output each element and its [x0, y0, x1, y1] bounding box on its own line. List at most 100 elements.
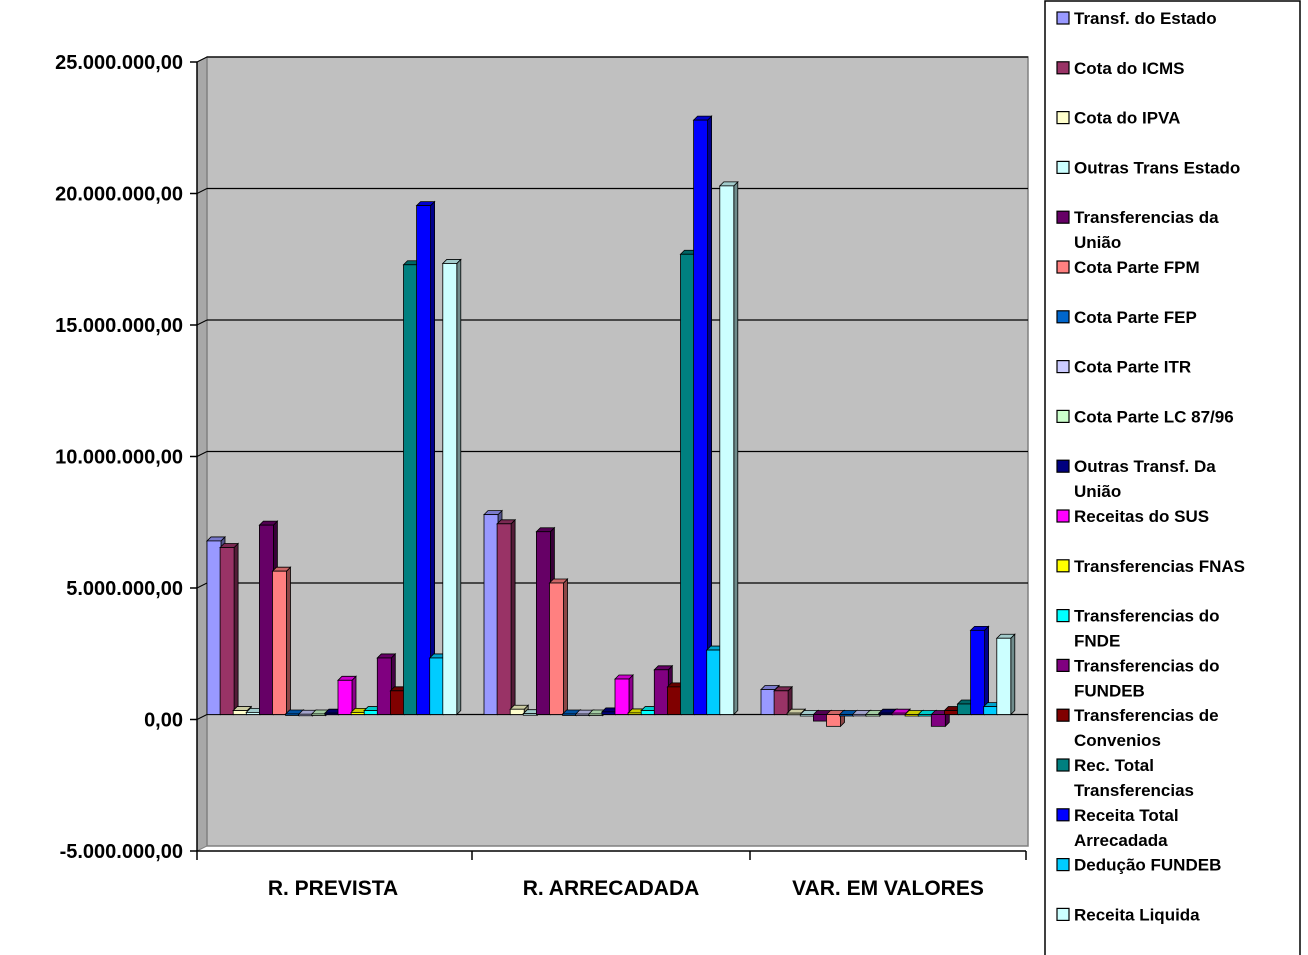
- legend-swatch: [1056, 61, 1070, 75]
- legend-label: Outras Transf. Da: [1074, 457, 1216, 476]
- y-tick-label: 25.000.000,00: [55, 52, 183, 74]
- legend-label: Arrecadada: [1074, 831, 1168, 850]
- y-tick-label: 20.000.000,00: [55, 184, 183, 206]
- legend-item: Transferencias do FUNDEB: [1056, 656, 1220, 700]
- bar: [548, 578, 569, 716]
- legend-item: Receita Liquida: [1056, 905, 1200, 924]
- legend-swatch: [1056, 608, 1070, 623]
- legend: Transf. do Estado Cota do ICMS Cota do I…: [1056, 9, 1245, 924]
- legend-label: União: [1074, 482, 1121, 501]
- legend-swatch: [1056, 459, 1070, 473]
- gridlines: [196, 56, 1028, 720]
- bar: [509, 704, 530, 716]
- legend-label: Transferencias da: [1074, 208, 1219, 227]
- legend-label: Cota Parte LC 87/96: [1074, 407, 1234, 426]
- bar: [614, 674, 634, 716]
- legend-swatch: [1056, 708, 1070, 722]
- x-category-label: R. PREVISTA: [268, 877, 398, 900]
- x-category-label: VAR. EM VALORES: [792, 877, 984, 900]
- legend-label: Transf. do Estado: [1074, 9, 1217, 28]
- bar: [496, 518, 517, 716]
- legend-label: Cota Parte FEP: [1074, 308, 1197, 327]
- x-axis-categories: R. PREVISTA R. ARRECADADA VAR. EM VALORES: [196, 851, 1027, 900]
- legend-label: Transferencias: [1074, 781, 1194, 800]
- bar: [441, 258, 462, 716]
- legend-label: Convenios: [1074, 731, 1161, 750]
- y-tick-label: 5.000.000,00: [66, 578, 183, 600]
- x-category-label: R. ARRECADADA: [523, 877, 700, 900]
- legend-item: Cota Parte LC 87/96: [1056, 407, 1234, 426]
- legend-swatch: [1056, 808, 1070, 822]
- legend-item: Transferencias FNAS: [1056, 557, 1245, 576]
- legend-swatch: [1056, 260, 1070, 274]
- legend-label: Rec. Total: [1074, 756, 1154, 775]
- legend-item: Transferencias de Convenios: [1056, 706, 1219, 750]
- gridline-depth: [196, 56, 208, 63]
- y-tick-label: -5.000.000,00: [60, 841, 183, 863]
- legend-item: Cota Parte FEP: [1056, 308, 1197, 327]
- bar: [995, 633, 1016, 716]
- legend-swatch: [1056, 857, 1070, 872]
- legend-item: Receita Total Arrecadada: [1056, 806, 1179, 850]
- legend-item: Dedução FUNDEB: [1056, 856, 1221, 875]
- gridline-depth: [196, 582, 208, 589]
- bar: [773, 685, 794, 716]
- legend-label: Transferencias do: [1074, 656, 1220, 675]
- y-tick-label: 0,00: [144, 710, 183, 732]
- legend-label: Receita Total: [1074, 806, 1179, 825]
- legend-swatch: [1056, 409, 1070, 423]
- bar: [666, 681, 687, 716]
- legend-item: Rec. Total Transferencias: [1056, 756, 1194, 800]
- bars: [206, 115, 1016, 728]
- legend-swatch: [1056, 310, 1070, 324]
- legend-swatch: [1056, 658, 1070, 673]
- gridline-depth: [196, 714, 208, 720]
- legend-label: Outras Trans Estado: [1074, 158, 1240, 177]
- legend-item: Receitas do SUS: [1056, 507, 1209, 526]
- y-tick-label: 10.000.000,00: [55, 447, 183, 469]
- gridline-depth: [196, 319, 208, 326]
- legend-label: União: [1074, 233, 1121, 252]
- legend-label: Transferencias do: [1074, 607, 1220, 626]
- bar: [718, 180, 739, 716]
- legend-label: Transferencias FNAS: [1074, 557, 1245, 576]
- legend-item: Transferencias do FNDE: [1056, 607, 1220, 651]
- legend-label: Cota do IPVA: [1074, 109, 1180, 128]
- legend-swatch: [1056, 210, 1070, 224]
- y-tick-label: 15.000.000,00: [55, 315, 183, 337]
- gridline-depth: [196, 188, 208, 194]
- bar: [969, 625, 990, 716]
- legend-label: Dedução FUNDEB: [1074, 856, 1221, 875]
- legend-label: Receitas do SUS: [1074, 507, 1209, 526]
- legend-label: Receita Liquida: [1074, 905, 1200, 924]
- legend-swatch: [1056, 559, 1070, 573]
- legend-item: Cota Parte ITR: [1056, 358, 1191, 377]
- bar: [415, 200, 436, 716]
- legend-label: Transferencias de: [1074, 706, 1219, 725]
- legend-label: Cota Parte FPM: [1074, 258, 1200, 277]
- legend-swatch: [1056, 360, 1070, 374]
- legend-label: FNDE: [1074, 632, 1120, 651]
- gridline-depth: [196, 451, 208, 457]
- legend-item: Cota do ICMS: [1056, 59, 1185, 78]
- legend-item: Outras Transf. Da União: [1056, 457, 1216, 501]
- legend-swatch: [1056, 160, 1070, 174]
- legend-swatch: [1056, 11, 1070, 25]
- legend-item: Cota do IPVA: [1056, 109, 1180, 128]
- legend-item: Transferencias da União: [1056, 208, 1219, 252]
- legend-label: Cota Parte ITR: [1074, 358, 1191, 377]
- bar: [219, 542, 240, 716]
- legend-label: FUNDEB: [1074, 681, 1145, 700]
- legend-swatch: [1056, 110, 1070, 125]
- bar: [271, 566, 292, 716]
- legend-item: Transf. do Estado: [1056, 9, 1217, 28]
- legend-box: [1044, 0, 1301, 955]
- legend-item: Outras Trans Estado: [1056, 158, 1240, 177]
- legend-swatch: [1056, 907, 1070, 922]
- legend-swatch: [1056, 509, 1070, 523]
- bar: [337, 675, 357, 716]
- legend-swatch: [1056, 758, 1070, 772]
- legend-label: Cota do ICMS: [1074, 59, 1185, 78]
- y-axis-ticks: -5.000.000,00 0,00 5.000.000,00 10.000.000,…: [55, 52, 197, 863]
